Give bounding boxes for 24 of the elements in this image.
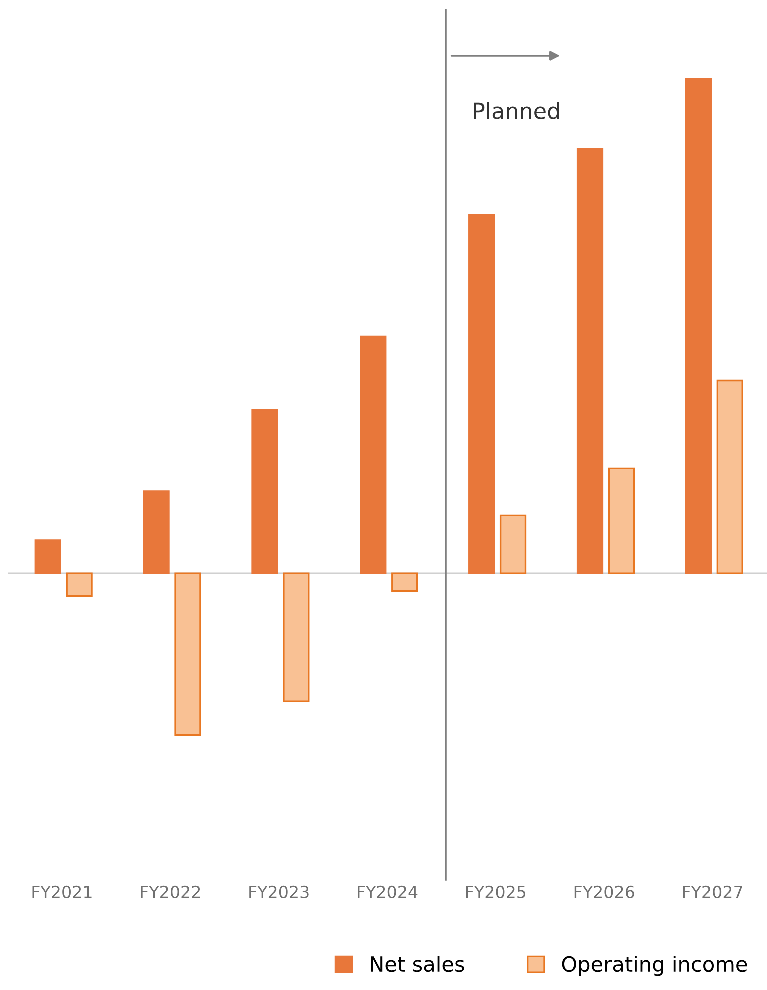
bar <box>392 572 418 592</box>
bar <box>283 572 310 702</box>
bar <box>66 572 93 598</box>
bar <box>468 214 496 574</box>
bar <box>576 148 604 574</box>
legend-label: Net sales <box>371 956 464 972</box>
bar <box>685 78 712 574</box>
bar <box>174 572 202 736</box>
annotation: Planned <box>474 102 560 120</box>
x-tick-label: FY2022 <box>141 886 200 898</box>
bar <box>360 336 387 574</box>
x-tick-label: FY2027 <box>683 886 742 898</box>
bar <box>252 409 278 574</box>
bar <box>34 540 62 574</box>
x-tick-label: FY2023 <box>250 886 309 898</box>
x-tick-label: FY2024 <box>358 886 418 898</box>
bar <box>716 380 744 574</box>
x-tick-label: FY2026 <box>574 886 634 898</box>
bar <box>500 514 527 574</box>
x-tick-label: FY2025 <box>466 886 526 898</box>
legend-label: Operating income <box>562 956 748 976</box>
x-tick-label: FY2021 <box>32 886 92 898</box>
bar <box>143 490 170 574</box>
bar <box>608 468 636 574</box>
